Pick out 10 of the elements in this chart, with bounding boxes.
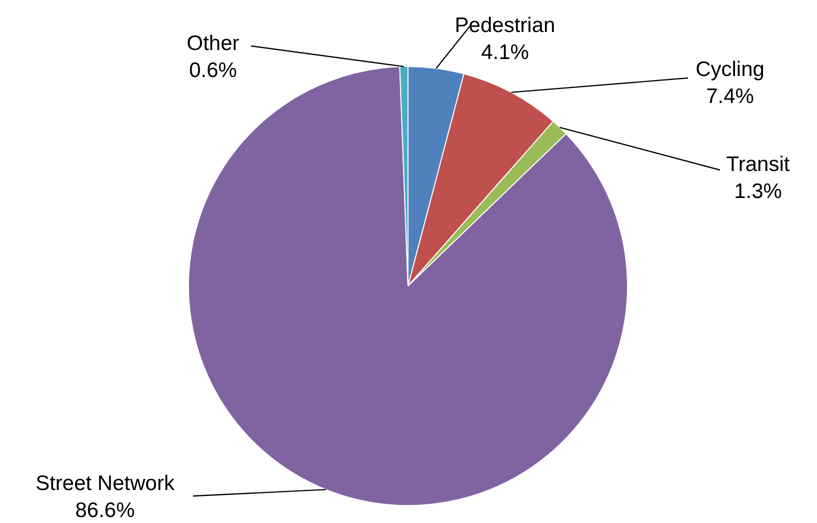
slice-label: Other <box>186 32 240 55</box>
slice-label: Cycling <box>696 58 764 81</box>
data-label: 7.4% <box>706 84 754 108</box>
slice-label: Transit <box>726 152 790 176</box>
data-label: 0.6% <box>189 58 237 82</box>
data-label: 4.1% <box>481 40 529 64</box>
slice-label: Pedestrian <box>454 14 556 37</box>
data-label: 86.6% <box>75 498 135 522</box>
data-label: 1.3% <box>734 180 782 203</box>
slice-label: Street Network <box>36 472 175 495</box>
